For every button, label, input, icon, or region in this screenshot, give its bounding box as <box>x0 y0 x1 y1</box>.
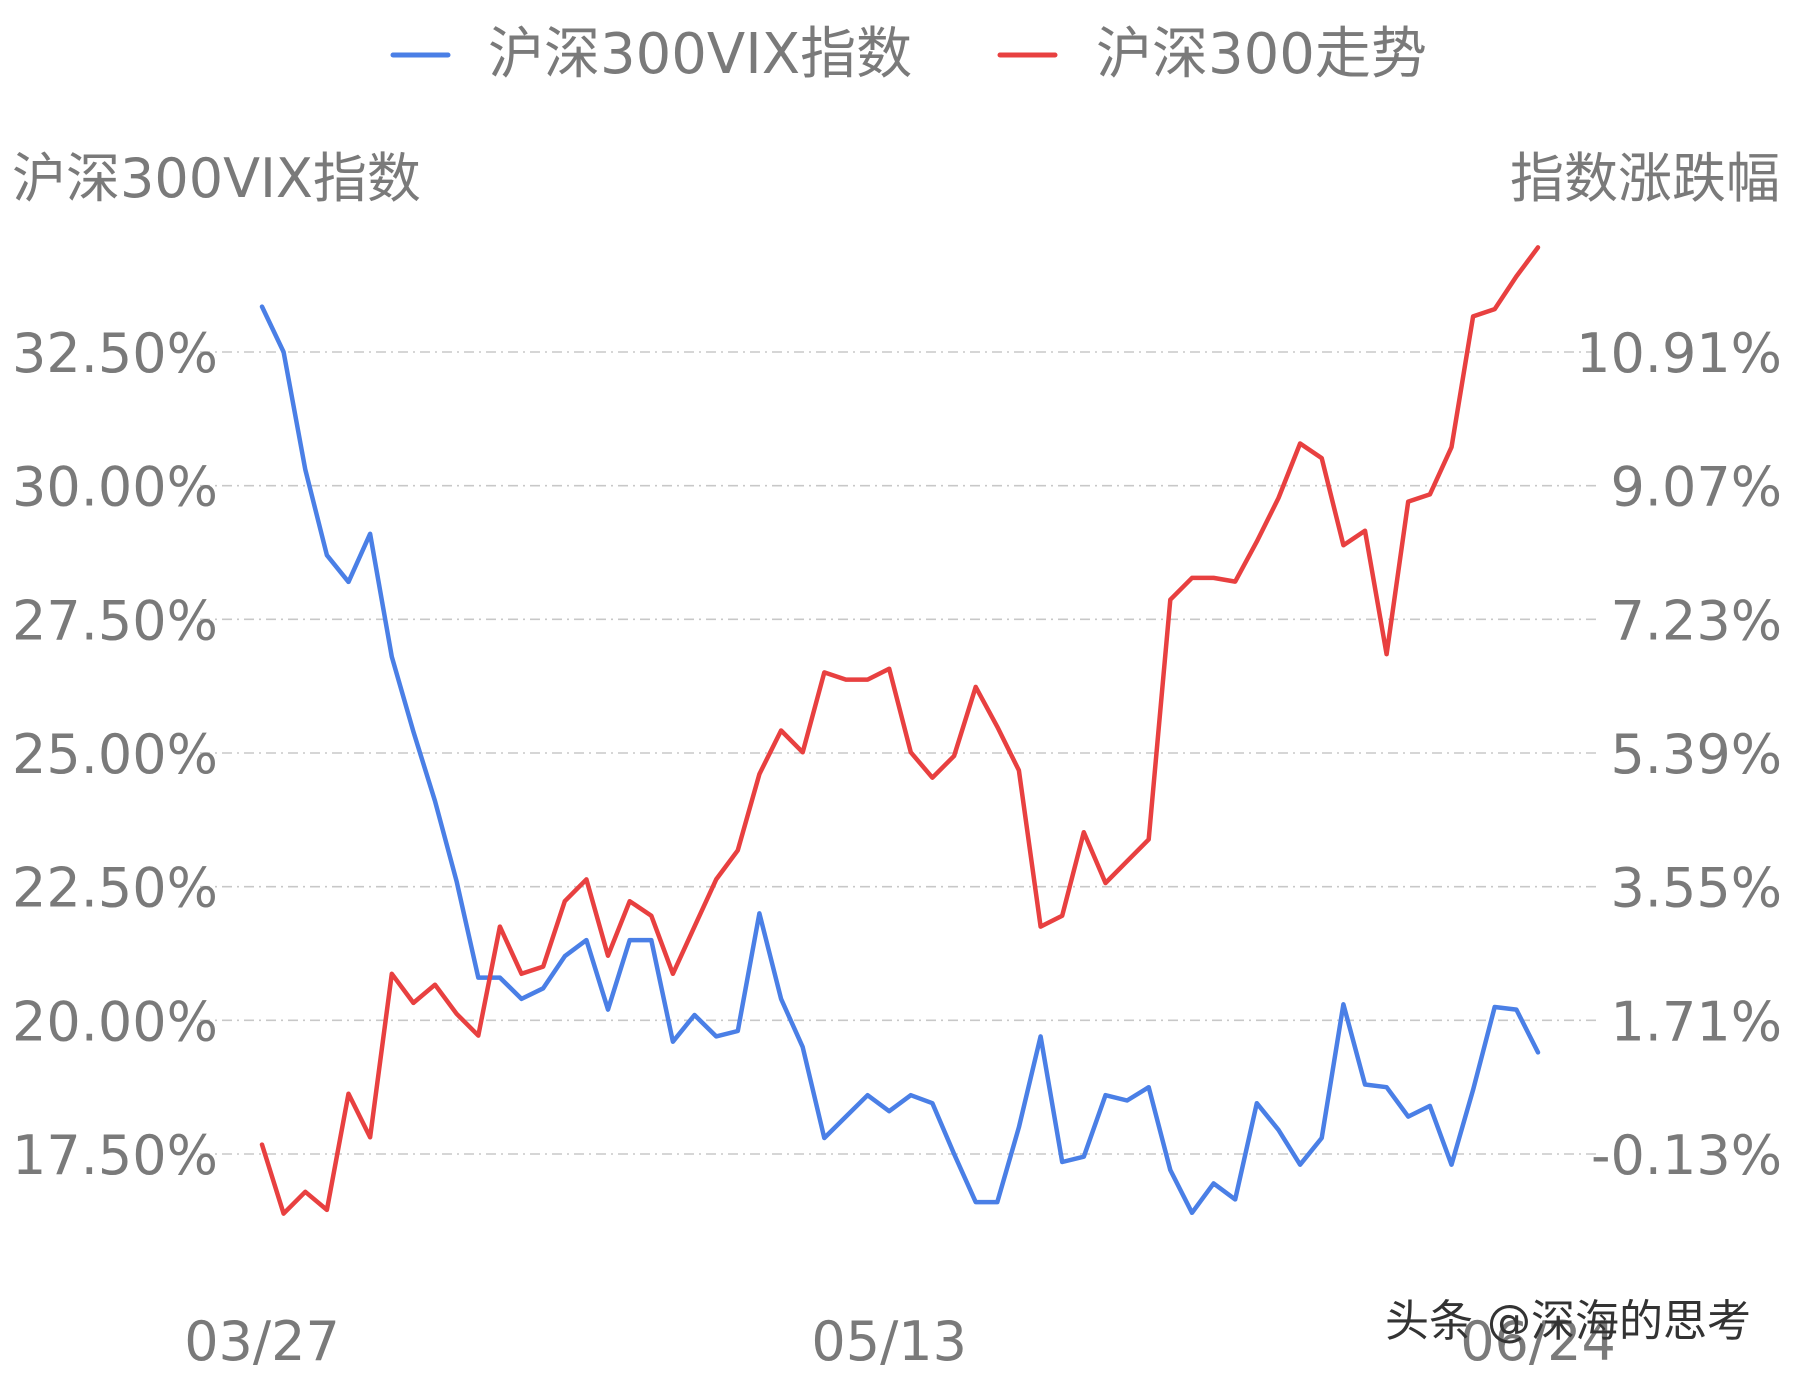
x-tick-label: 06/24 <box>1460 1310 1616 1373</box>
left-tick-label: 22.50% <box>12 857 218 920</box>
right-tick-label: 10.91% <box>1576 322 1782 385</box>
left-axis-ticks: 32.50% 30.00% 27.50% 25.00% 22.50% 20.00% 17.5… <box>12 322 218 1187</box>
watermark: 头条 @深海的思考 <box>1385 1296 1751 1347</box>
right-tick-label: -0.13% <box>1591 1124 1782 1187</box>
left-tick-label: 17.50% <box>12 1124 218 1187</box>
x-tick-label: 03/27 <box>184 1310 340 1373</box>
left-axis-title: 沪深300VIX指数 <box>12 147 421 210</box>
right-tick-label: 7.23% <box>1610 589 1782 652</box>
left-tick-label: 32.50% <box>12 322 218 385</box>
right-axis-title: 指数涨跌幅 <box>1510 147 1780 210</box>
legend-label-vix: 沪深300VIX指数 <box>488 22 912 87</box>
left-tick-label: 27.50% <box>12 589 218 652</box>
gridlines <box>200 351 1598 1155</box>
x-tick-label: 05/13 <box>811 1310 967 1373</box>
right-axis-ticks: 10.91% 9.07% 7.23% 5.39% 3.55% 1.71% -0.13% <box>1576 322 1782 1187</box>
left-tick-label: 25.00% <box>12 723 218 786</box>
right-tick-label: 5.39% <box>1610 723 1782 786</box>
x-axis-ticks: 03/27 05/13 06/24 <box>184 1310 1616 1373</box>
series-line-hs300 <box>259 245 1541 1216</box>
series-layer <box>259 245 1541 1216</box>
right-tick-label: 1.71% <box>1610 990 1782 1053</box>
legend: 沪深300VIX指数 沪深300走势 <box>390 22 1427 87</box>
legend-label-hs300: 沪深300走势 <box>1096 22 1427 87</box>
right-tick-label: 9.07% <box>1610 456 1782 519</box>
left-tick-label: 20.00% <box>12 990 218 1053</box>
right-tick-label: 3.55% <box>1610 857 1782 920</box>
series-line-vix <box>259 304 1541 1216</box>
left-tick-label: 30.00% <box>12 456 218 519</box>
